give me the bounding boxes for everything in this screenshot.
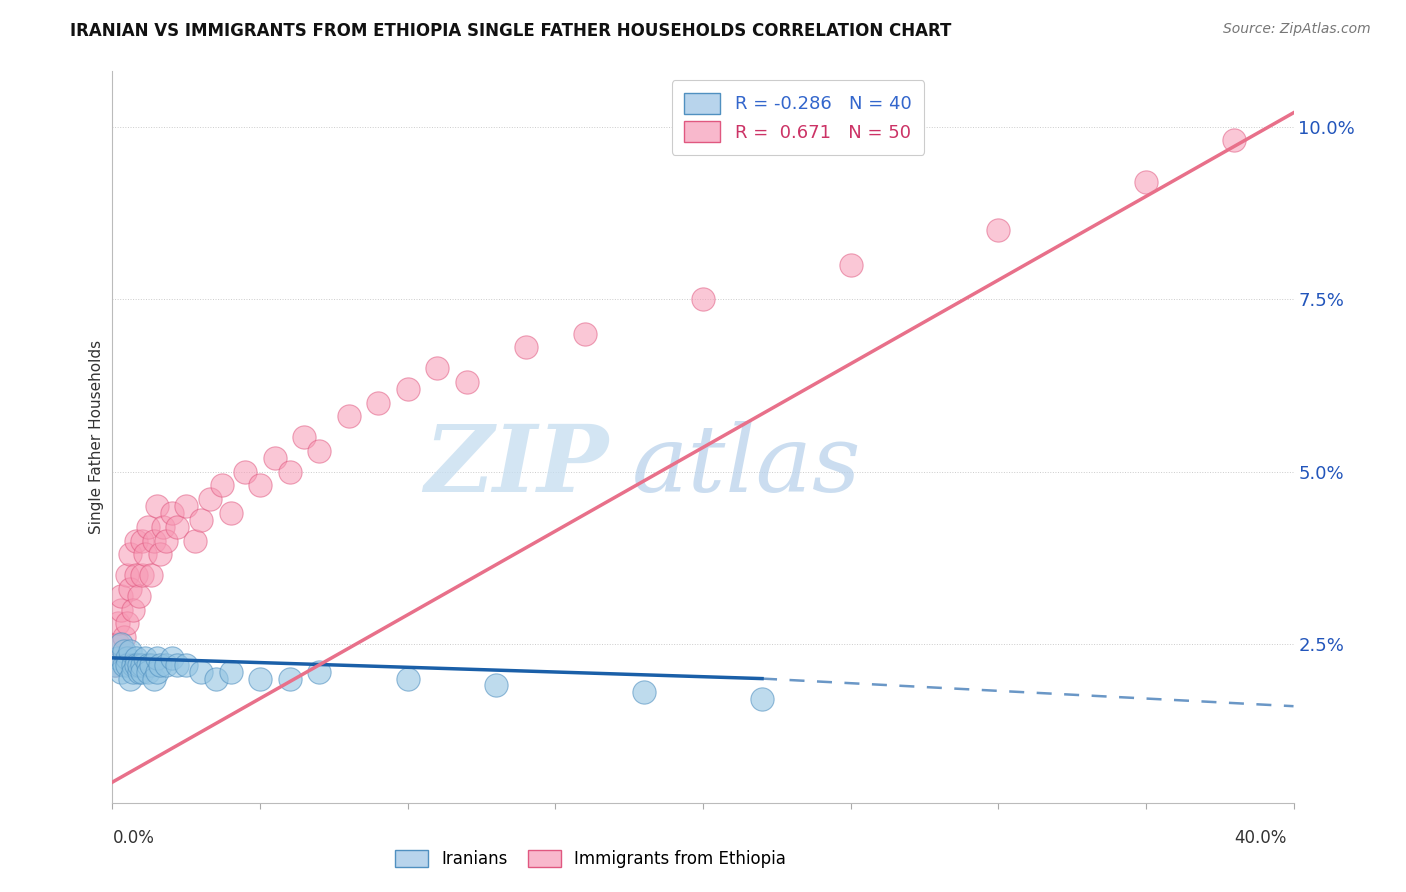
Point: [278, 465, 301, 479]
Text: Source: ZipAtlas.com: Source: ZipAtlas.com: [1223, 22, 1371, 37]
Point: [149, 548, 172, 562]
Point: [112, 657, 135, 672]
Point: [122, 665, 145, 679]
Point: [125, 533, 148, 548]
Point: [136, 520, 159, 534]
Point: [264, 450, 287, 465]
Text: ZIP: ZIP: [425, 421, 609, 511]
Legend: R = -0.286   N = 40, R =  0.671   N = 50: R = -0.286 N = 40, R = 0.671 N = 50: [672, 80, 924, 154]
Point: [1135, 175, 1157, 189]
Point: [146, 651, 169, 665]
Point: [107, 651, 129, 665]
Point: [692, 292, 714, 306]
Point: [122, 657, 145, 672]
Point: [120, 672, 142, 686]
Point: [122, 602, 145, 616]
Point: [751, 692, 773, 706]
Point: [120, 548, 142, 562]
Point: [426, 361, 449, 376]
Point: [198, 492, 221, 507]
Point: [128, 589, 150, 603]
Point: [134, 548, 156, 562]
Point: [166, 657, 188, 672]
Point: [131, 533, 153, 548]
Point: [396, 672, 419, 686]
Point: [308, 665, 330, 679]
Point: [396, 382, 419, 396]
Point: [515, 340, 537, 354]
Point: [456, 375, 478, 389]
Point: [134, 651, 156, 665]
Point: [190, 513, 212, 527]
Point: [190, 665, 212, 679]
Point: [146, 665, 169, 679]
Text: atlas: atlas: [633, 421, 862, 511]
Point: [146, 499, 169, 513]
Point: [184, 533, 207, 548]
Point: [308, 443, 330, 458]
Point: [149, 657, 172, 672]
Point: [233, 465, 256, 479]
Point: [174, 657, 197, 672]
Point: [128, 657, 150, 672]
Point: [117, 651, 138, 665]
Point: [292, 430, 315, 444]
Point: [131, 657, 153, 672]
Point: [1223, 133, 1246, 147]
Point: [120, 582, 142, 596]
Point: [278, 672, 301, 686]
Point: [128, 665, 150, 679]
Point: [166, 520, 188, 534]
Point: [160, 506, 183, 520]
Point: [120, 644, 142, 658]
Point: [131, 568, 153, 582]
Y-axis label: Single Father Households: Single Father Households: [89, 340, 104, 534]
Point: [174, 499, 197, 513]
Point: [107, 637, 129, 651]
Point: [136, 665, 159, 679]
Point: [139, 657, 162, 672]
Point: [125, 651, 148, 665]
Point: [136, 657, 159, 672]
Point: [337, 409, 360, 424]
Point: [110, 637, 132, 651]
Point: [367, 395, 389, 409]
Point: [249, 478, 271, 492]
Point: [839, 258, 862, 272]
Point: [125, 568, 148, 582]
Point: [117, 616, 138, 631]
Point: [987, 223, 1010, 237]
Point: [110, 665, 132, 679]
Point: [110, 602, 132, 616]
Point: [219, 506, 242, 520]
Point: [104, 657, 127, 672]
Point: [574, 326, 596, 341]
Point: [107, 616, 129, 631]
Text: 40.0%: 40.0%: [1234, 829, 1286, 847]
Point: [485, 678, 508, 692]
Point: [160, 651, 183, 665]
Point: [110, 589, 132, 603]
Point: [139, 568, 162, 582]
Point: [112, 630, 135, 644]
Point: [249, 672, 271, 686]
Point: [142, 672, 165, 686]
Point: [155, 533, 177, 548]
Legend: Iranians, Immigrants from Ethiopia: Iranians, Immigrants from Ethiopia: [388, 843, 793, 875]
Point: [142, 533, 165, 548]
Point: [125, 657, 148, 672]
Point: [117, 657, 138, 672]
Point: [152, 520, 174, 534]
Point: [211, 478, 233, 492]
Point: [633, 685, 655, 699]
Point: [219, 665, 242, 679]
Point: [131, 665, 153, 679]
Point: [112, 644, 135, 658]
Text: 0.0%: 0.0%: [112, 829, 155, 847]
Point: [104, 657, 127, 672]
Point: [205, 672, 228, 686]
Point: [155, 657, 177, 672]
Text: IRANIAN VS IMMIGRANTS FROM ETHIOPIA SINGLE FATHER HOUSEHOLDS CORRELATION CHART: IRANIAN VS IMMIGRANTS FROM ETHIOPIA SING…: [70, 22, 952, 40]
Point: [117, 568, 138, 582]
